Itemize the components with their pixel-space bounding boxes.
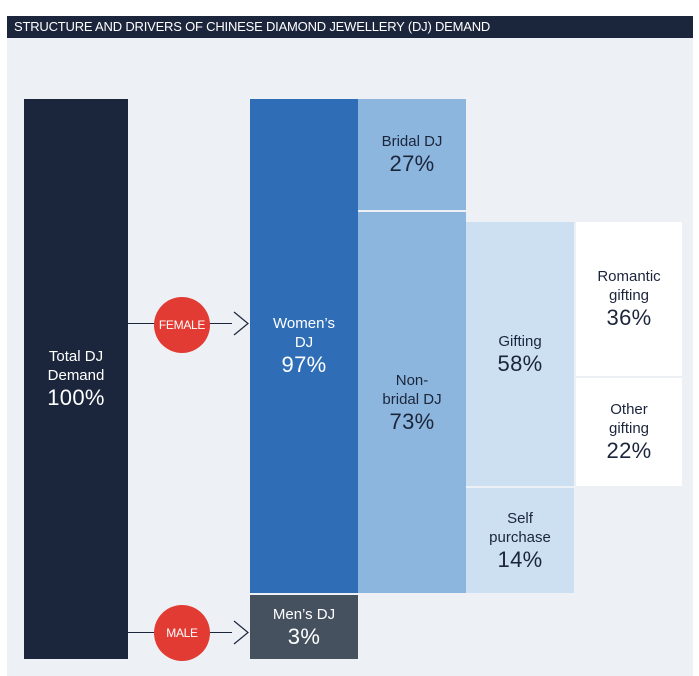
node-mens-dj: Men’s DJ 3%: [250, 595, 358, 659]
node-women-label-1: Women’s: [273, 315, 335, 332]
node-total-demand: Total DJ Demand 100%: [24, 99, 128, 659]
node-nonbridal-label-1: Non-: [395, 371, 429, 389]
node-romantic-gifting: Romantic gifting 36%: [576, 222, 682, 376]
node-other-label-2: gifting: [608, 420, 650, 437]
node-bridal-value: 27%: [389, 151, 435, 176]
node-other-label-1: Other: [610, 401, 648, 418]
node-men-value: 3%: [287, 623, 321, 649]
node-gifting-value: 58%: [497, 350, 543, 376]
node-self-label-1: Self: [507, 509, 533, 527]
node-romantic-label-2: gifting: [608, 287, 650, 304]
node-other-value: 22%: [606, 438, 652, 463]
node-romantic-value: 36%: [606, 305, 652, 330]
node-total-label-2: Demand: [47, 367, 105, 384]
node-romantic-label-1: Romantic: [597, 268, 661, 285]
node-gifting: Gifting 58%: [466, 222, 574, 486]
node-self-label-2: purchase: [489, 528, 551, 546]
node-self-purchase: Self purchase 14%: [466, 488, 574, 593]
node-self-value: 14%: [497, 546, 543, 572]
male-badge: MALE: [154, 605, 210, 661]
node-womens-dj: Women’s DJ 97%: [250, 99, 358, 593]
node-bridal-dj: Bridal DJ 27%: [358, 99, 466, 210]
female-arrow-icon: [233, 311, 249, 336]
node-non-bridal-dj: Non- bridal DJ 73%: [358, 212, 466, 593]
node-nonbridal-value: 73%: [389, 408, 435, 434]
node-nonbridal-label-2: bridal DJ: [382, 390, 442, 408]
node-total-value: 100%: [47, 385, 105, 410]
node-other-gifting: Other gifting 22%: [576, 378, 682, 486]
node-gifting-label: Gifting: [498, 332, 542, 350]
female-badge: FEMALE: [154, 297, 210, 353]
node-bridal-label: Bridal DJ: [381, 133, 443, 150]
node-total-label-1: Total DJ: [48, 348, 104, 365]
node-women-label-2: DJ: [294, 334, 314, 351]
chart-title: STRUCTURE AND DRIVERS OF CHINESE DIAMOND…: [7, 16, 693, 38]
male-arrow-icon: [233, 620, 249, 645]
node-women-value: 97%: [281, 352, 327, 377]
node-men-label: Men’s DJ: [272, 605, 336, 623]
